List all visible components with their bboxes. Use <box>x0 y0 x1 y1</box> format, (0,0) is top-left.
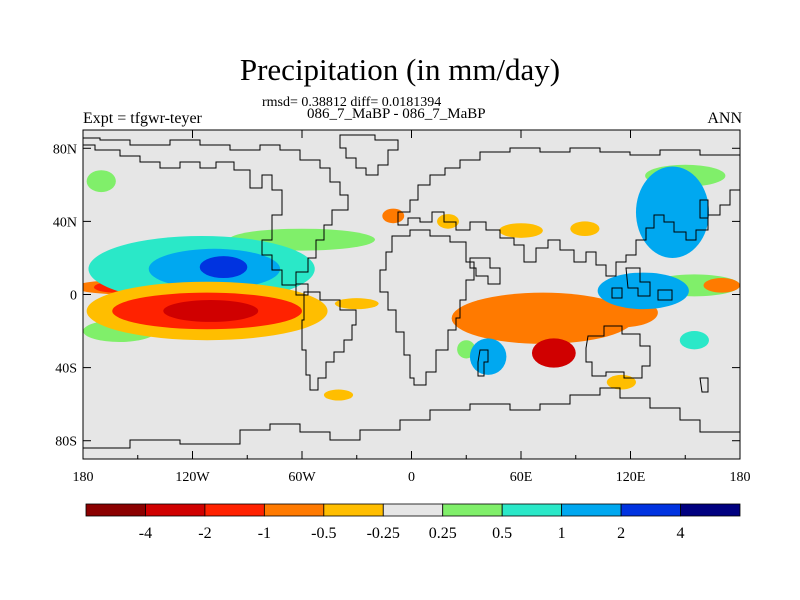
colorbar-swatch <box>680 503 741 517</box>
x-tick-label: 180 <box>73 470 94 485</box>
colorbar-swatch <box>323 503 384 517</box>
region-indian-ocean-deficit <box>451 292 635 344</box>
anomaly-patch <box>570 221 600 237</box>
coastlines <box>83 134 740 449</box>
colorbar-swatch <box>501 503 563 517</box>
coast-antarctica <box>83 387 740 449</box>
x-tick-label: 0 <box>408 470 415 485</box>
y-tick-label: 0 <box>70 289 77 304</box>
region-nw-pacific-wet <box>635 166 709 258</box>
coast-madagascar <box>477 349 489 377</box>
anomaly-patch <box>382 208 405 224</box>
season-label: ANN <box>707 110 742 127</box>
anomaly-fields <box>83 164 740 401</box>
x-axis-ticks: 180 120W 60W 0 60E 120E 180 <box>73 130 751 485</box>
coast-japan <box>699 199 709 219</box>
colorbar-label: -1 <box>258 525 271 542</box>
colorbar-swatch <box>382 503 444 517</box>
x-tick-label: 180 <box>730 470 751 485</box>
anomaly-patch <box>437 214 459 229</box>
colorbar-swatch <box>561 503 622 517</box>
x-tick-label: 120W <box>175 470 210 485</box>
region-madagascar-deficit <box>531 338 576 368</box>
anomaly-patch <box>499 223 543 238</box>
anomaly-patch <box>606 374 636 390</box>
colorbar-swatch <box>263 503 325 517</box>
x-tick-label: 120E <box>616 470 646 485</box>
anomaly-patch <box>86 170 116 193</box>
anomaly-patch <box>679 331 709 350</box>
colorbar-swatch <box>145 503 206 517</box>
coast-africa <box>379 229 475 386</box>
y-tick-label: 80N <box>53 142 77 157</box>
region-pacific-deficit-peak <box>163 299 259 322</box>
colorbar-label: -0.25 <box>367 525 400 542</box>
colorbar: -4 -2 -1 -0.5 -0.25 0.25 0.5 1 2 4 <box>85 503 741 542</box>
colorbar-label: -4 <box>139 525 152 542</box>
coast-maritime-1 <box>625 267 651 297</box>
coast-arabia <box>469 257 501 285</box>
colorbar-label: 1 <box>558 525 566 542</box>
y-tick-label: 80S <box>55 435 77 450</box>
coast-maritime-2 <box>611 287 623 299</box>
colorbar-swatch <box>85 503 146 517</box>
y-tick-label: 40S <box>55 362 77 377</box>
anomaly-patch <box>334 298 379 310</box>
coast-north-america <box>83 137 349 296</box>
chart-title: Precipitation (in mm/day) <box>239 52 561 87</box>
experiment-label: Expt = tfgwr-teyer <box>83 110 202 127</box>
colorbar-label: -2 <box>198 525 211 542</box>
colorbar-swatch <box>620 503 681 517</box>
x-tick-label: 60W <box>288 470 316 485</box>
colorbar-label: 2 <box>617 525 625 542</box>
colorbar-label: 0.25 <box>429 525 457 542</box>
x-tick-label: 60E <box>510 470 533 485</box>
region-ne-pacific-blue <box>199 256 248 279</box>
coast-south-america <box>301 291 357 391</box>
region-west-pacific-wet <box>597 272 689 310</box>
colorbar-label: 4 <box>677 525 685 542</box>
stats-line: rmsd= 0.38812 diff= 0.0181394 <box>262 95 442 110</box>
colorbar-swatch <box>442 503 503 517</box>
colorbar-label: -0.5 <box>311 525 336 542</box>
coast-greenland <box>339 134 399 176</box>
y-tick-label: 40N <box>53 215 77 230</box>
anomaly-patch <box>323 389 354 401</box>
colorbar-label: 0.5 <box>492 525 512 542</box>
colorbar-swatch <box>204 503 265 517</box>
coast-new-zealand <box>699 377 709 393</box>
cases-line: 086_7_MaBP - 086_7_MaBP <box>307 106 486 122</box>
coast-maritime-3 <box>657 289 673 301</box>
coast-australia <box>585 325 651 379</box>
coast-eurasia <box>397 147 740 277</box>
y-axis-ticks: 80N 40N 0 40S 80S <box>53 142 740 450</box>
anomaly-patch <box>703 278 740 293</box>
